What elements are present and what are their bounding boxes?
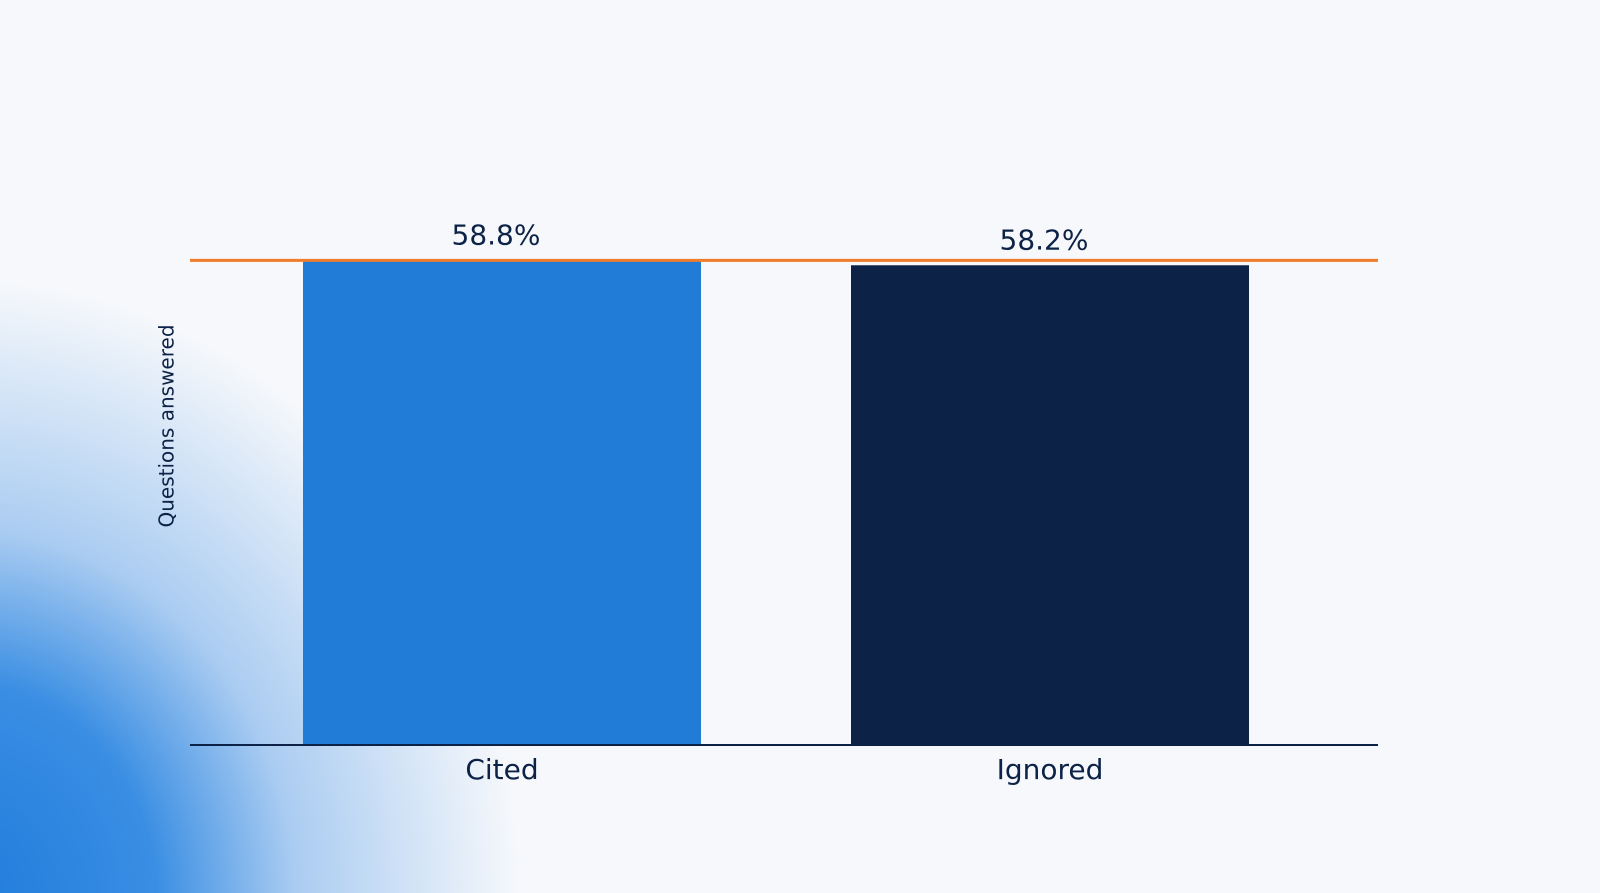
- bar: [303, 260, 701, 745]
- y-axis-label: Questions answered: [155, 324, 179, 527]
- x-tick-label: Cited: [465, 753, 538, 786]
- value-label: 58.2%: [1000, 223, 1089, 256]
- value-label: 58.8%: [452, 218, 541, 251]
- bar: [851, 265, 1249, 745]
- x-tick-label: Ignored: [997, 753, 1104, 786]
